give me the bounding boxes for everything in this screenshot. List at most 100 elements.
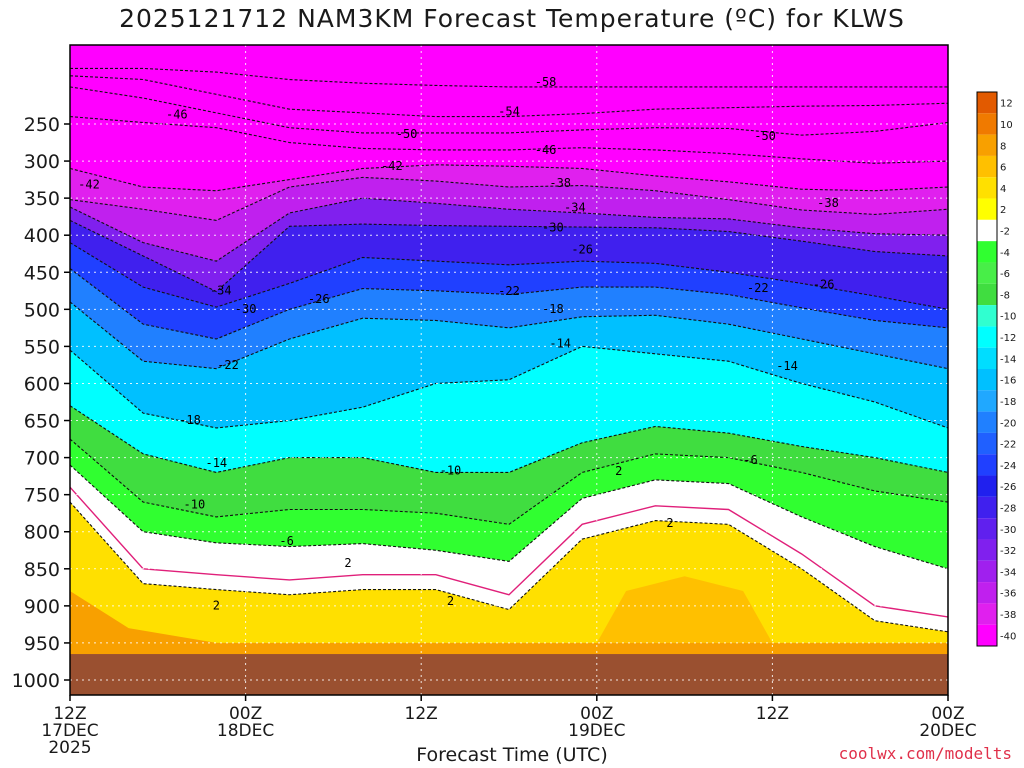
colorbar-swatch: [977, 496, 997, 519]
colorbar-label: -12: [1000, 333, 1016, 344]
contour-label: -22: [498, 284, 520, 298]
colorbar-label: -34: [1000, 567, 1016, 578]
isotherm--46: [70, 116, 948, 164]
x-tick-label: 2025: [48, 738, 91, 758]
isotherm--58: [70, 67, 948, 88]
y-tick-label: 750: [24, 485, 60, 507]
colorbar-frame: [976, 91, 998, 647]
colorbar-swatch: [977, 603, 997, 625]
colorbar-label: -14: [1000, 354, 1016, 365]
y-tick-label: 250: [24, 114, 60, 136]
y-tick-label: 600: [24, 373, 60, 395]
colorbar-label: -18: [1000, 397, 1016, 408]
colorbar-label: -26: [1000, 482, 1016, 493]
contour-label: -26: [571, 243, 593, 257]
colorbar-swatch: [977, 411, 997, 433]
x-tick-label: 17DEC: [41, 721, 98, 741]
colorbar-label: -30: [1000, 525, 1016, 536]
y-tick-label: 500: [24, 299, 60, 321]
colorbar-label: 10: [1000, 120, 1013, 131]
y-tick-label: 350: [24, 188, 60, 210]
isotherm--38: [70, 176, 948, 221]
colorbar-swatch: [977, 92, 997, 114]
y-tick-label: 650: [24, 411, 60, 433]
isotherm--42: [70, 164, 948, 192]
contour-label: -26: [308, 292, 330, 306]
isotherm--14: [70, 345, 948, 429]
colorbar-swatch: [977, 198, 997, 220]
colorbar-label: -38: [1000, 610, 1016, 621]
y-tick-label: 700: [24, 448, 60, 470]
contour-label: -10: [440, 463, 462, 477]
colorbar-swatch: [977, 134, 997, 156]
plot-frame: [69, 44, 949, 696]
contour-label: -46: [166, 108, 188, 122]
contour-label: -42: [78, 177, 100, 191]
colorbar-swatch: [977, 475, 997, 497]
colorbar-label: 2: [1000, 205, 1006, 216]
contour-label: -14: [205, 456, 227, 470]
contour-label: 2: [615, 464, 622, 478]
colorbar-swatch: [977, 113, 997, 135]
contour-label: -34: [564, 200, 586, 214]
x-tick-label: 00Z: [229, 704, 262, 724]
contour-label: 2: [213, 598, 220, 612]
colorbar-swatch: [977, 155, 997, 178]
contour-label: -26: [813, 277, 835, 291]
colorbar-swatch: [977, 177, 997, 199]
colorbar-label: -36: [1000, 589, 1016, 600]
contour-label: -46: [535, 143, 557, 157]
colorbar-swatch: [977, 326, 997, 348]
contour-label: -38: [817, 196, 839, 210]
colorbar-label: -6: [1000, 269, 1010, 280]
band-warm-pocket: [596, 576, 773, 643]
colorbar-label: 8: [1000, 141, 1006, 152]
colorbar-label: -28: [1000, 504, 1016, 515]
colorbar-swatch: [977, 241, 997, 263]
contour-label: -10: [184, 498, 206, 512]
y-tick-label: 1000: [12, 670, 60, 692]
colorbar-swatch: [977, 305, 997, 327]
y-tick-label: 300: [24, 151, 60, 173]
y-tick-label: 400: [24, 225, 60, 247]
x-tick-label: 12Z: [53, 704, 86, 724]
colorbar-label: 6: [1000, 163, 1006, 174]
contour-label: -22: [217, 358, 239, 372]
x-tick-label: 00Z: [931, 704, 964, 724]
source-credit[interactable]: coolwx.com/modelts: [838, 744, 1012, 763]
contour-label: -14: [549, 337, 571, 351]
contour-label: -14: [776, 359, 798, 373]
contour-label: 2: [666, 516, 673, 530]
x-tick-label: 12Z: [756, 704, 789, 724]
x-tick-label: 20DEC: [919, 721, 976, 741]
y-tick-label: 800: [24, 522, 60, 544]
colorbar-swatch: [977, 347, 997, 369]
colorbar-swatch: [977, 560, 997, 583]
colorbar-swatch: [977, 582, 997, 604]
contour-label: -6: [743, 453, 757, 467]
y-tick-label: 950: [24, 633, 60, 655]
colorbar-swatch: [977, 518, 997, 540]
colorbar-swatch: [977, 369, 997, 391]
contour-label: -18: [179, 413, 201, 427]
contour-label: -54: [498, 105, 520, 119]
terrain-ground: [70, 654, 948, 695]
isotherm--2: [70, 464, 948, 570]
contour-label: -30: [235, 302, 257, 316]
x-tick-label: 12Z: [405, 704, 438, 724]
contour-label: -6: [279, 534, 293, 548]
isotherm--34: [70, 197, 948, 262]
isotherm--30: [70, 219, 948, 293]
contour-label: -50: [754, 129, 776, 143]
colorbar-swatch: [977, 219, 997, 242]
isotherm--18: [70, 301, 948, 370]
colorbar-label: -2: [1000, 227, 1010, 238]
isotherm--54: [70, 75, 948, 118]
isotherm--6: [70, 438, 948, 525]
contour-label: -38: [549, 176, 571, 190]
isotherm--10: [70, 405, 948, 473]
contour-label: -30: [542, 220, 564, 234]
isotherm-2: [70, 501, 948, 633]
contour-label: -50: [396, 127, 418, 141]
x-axis-title: Forecast Time (UTC): [416, 744, 608, 766]
